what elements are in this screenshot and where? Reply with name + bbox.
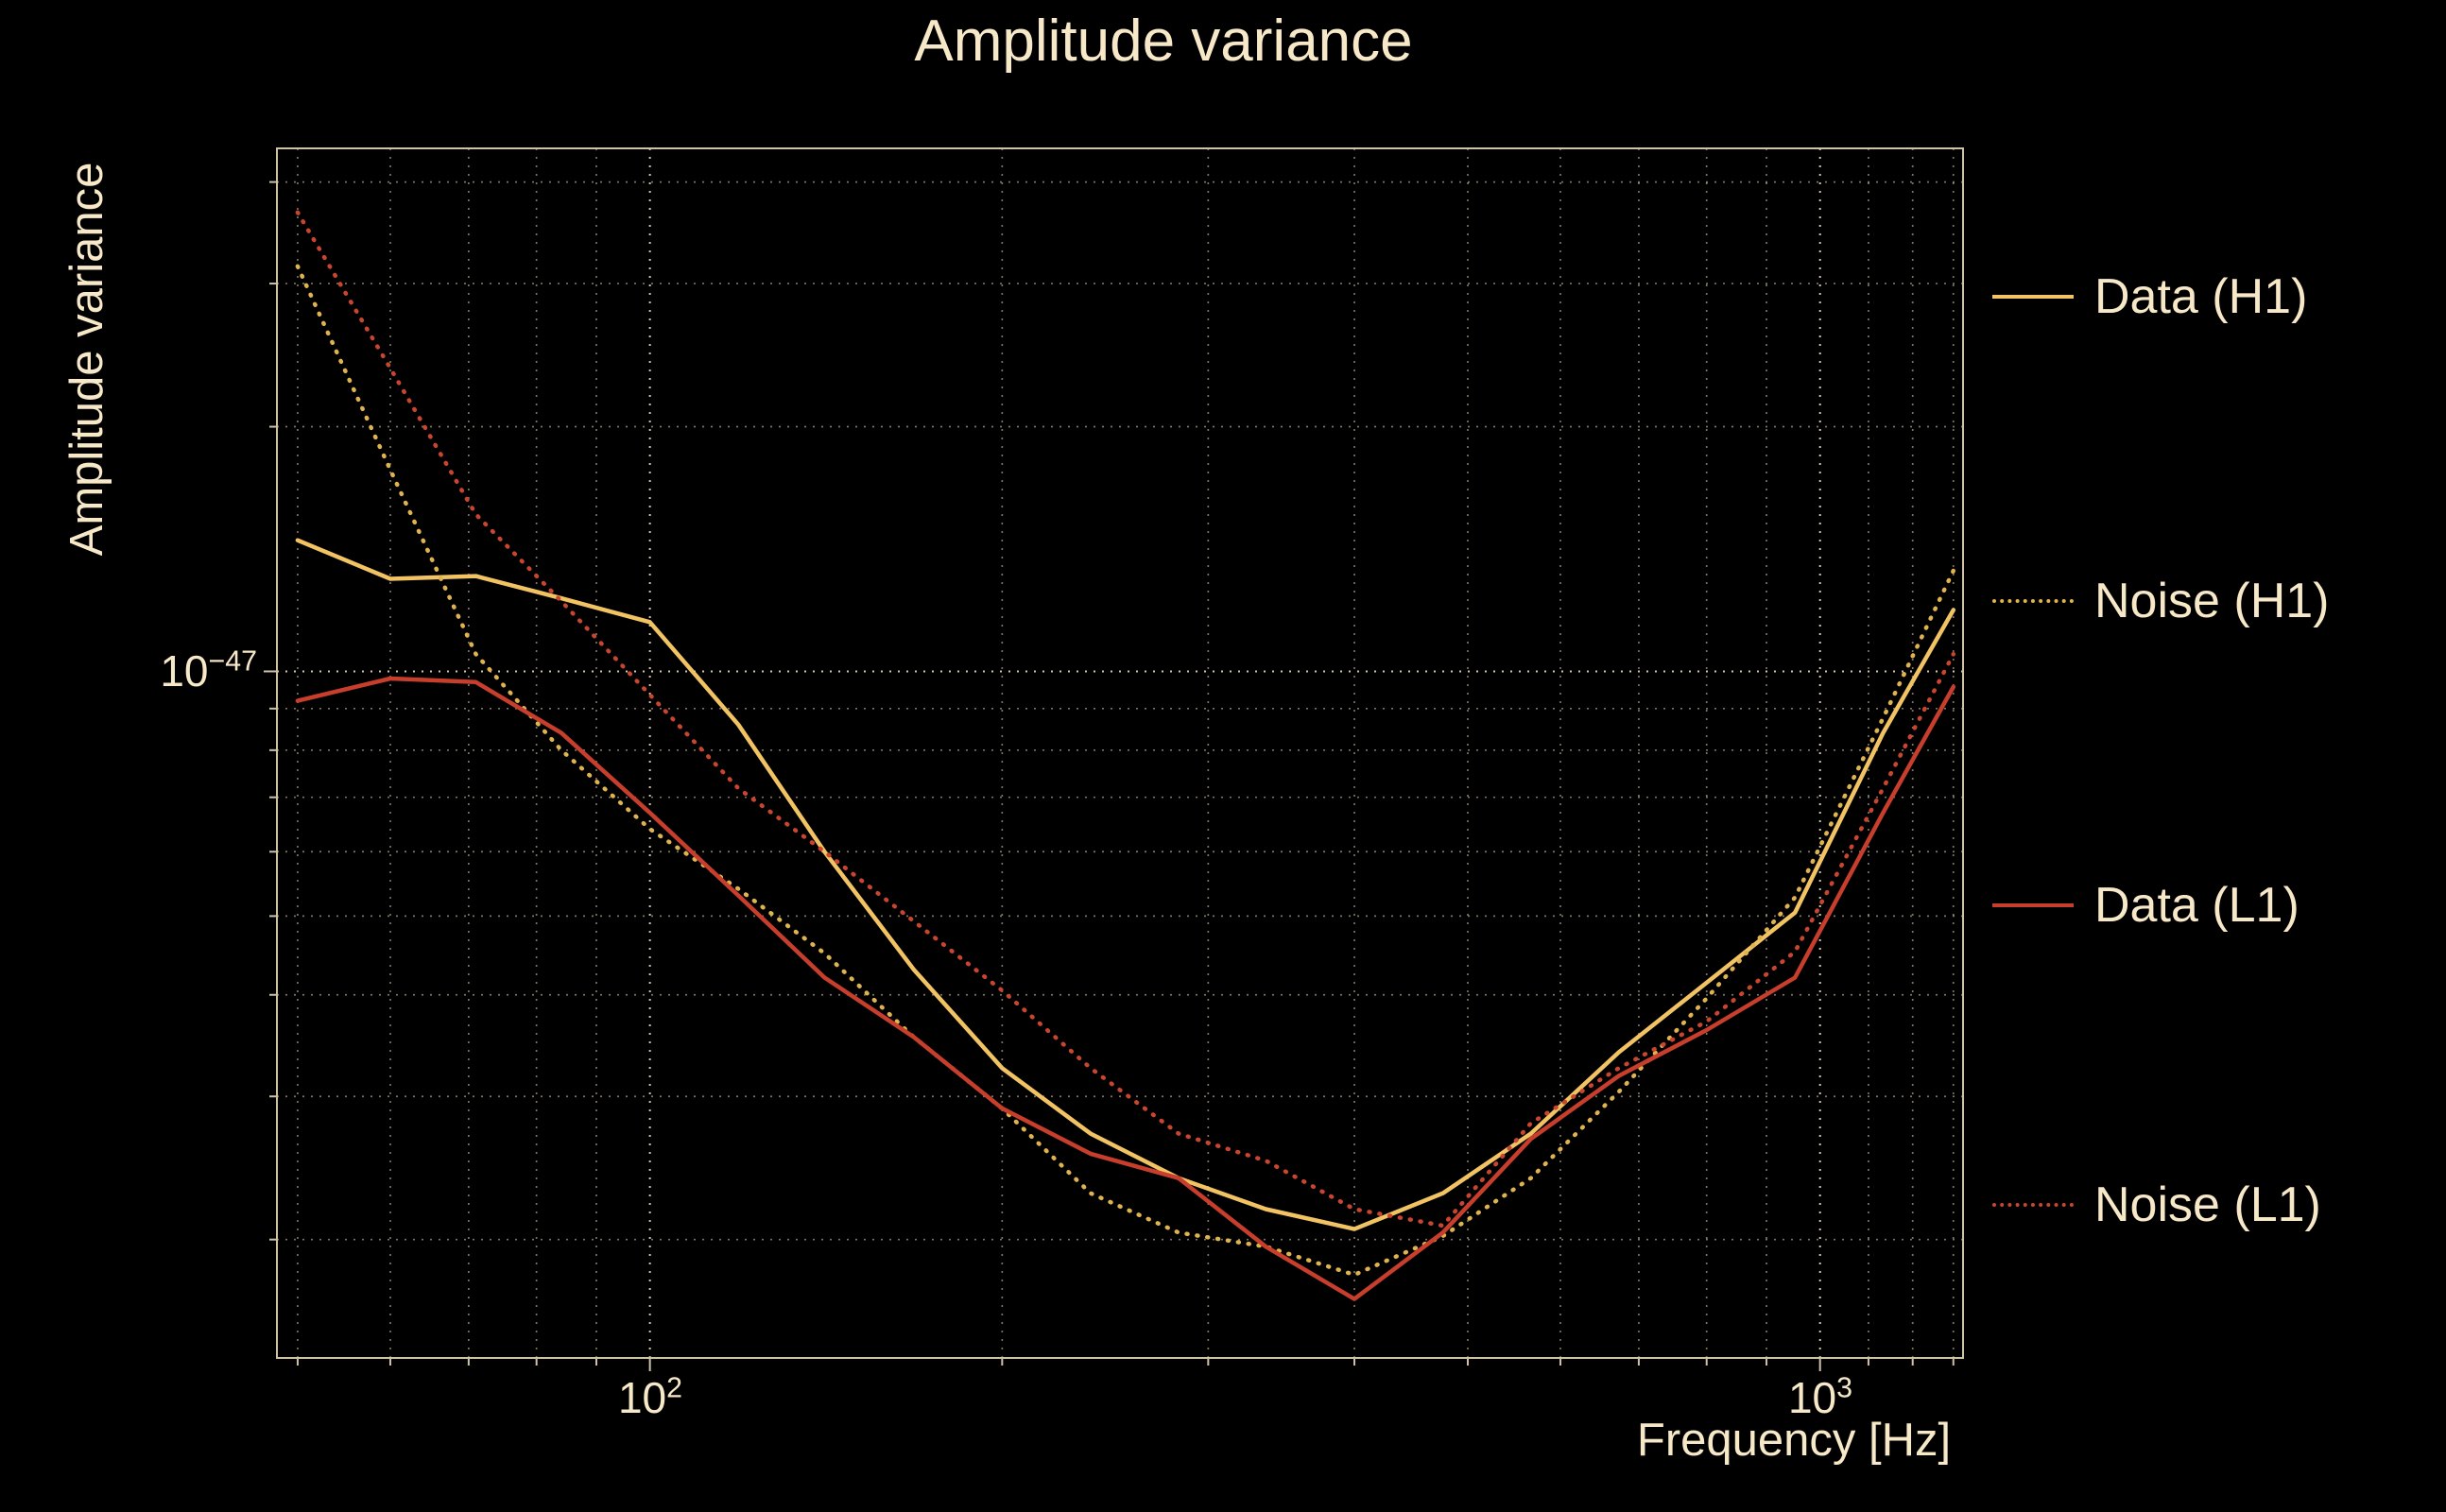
- legend-label: Data (H1): [2094, 269, 2308, 324]
- legend: Data (H1) Noise (H1) Data (L1) Noise (L1…: [1992, 0, 2437, 1512]
- legend-line-sample: [1992, 295, 2074, 299]
- legend-line-sample: [1992, 599, 2074, 603]
- tick-base: 10: [617, 1373, 667, 1422]
- y-tick-label: 10−47: [160, 645, 257, 696]
- y-axis-label: Amplitude variance: [61, 162, 112, 557]
- legend-entry-data-h1: Data (H1): [1992, 268, 2307, 325]
- legend-line-sample: [1992, 903, 2074, 907]
- tick-base: 10: [1787, 1373, 1837, 1422]
- legend-line-sample: [1992, 1203, 2074, 1207]
- legend-entry-data-l1: Data (L1): [1992, 877, 2300, 934]
- tick-exponent: 3: [1836, 1372, 1853, 1404]
- legend-label: Noise (H1): [2094, 574, 2330, 628]
- tick-exponent: −47: [208, 645, 258, 678]
- legend-label: Noise (L1): [2094, 1177, 2321, 1232]
- tick-base: 10: [160, 646, 209, 696]
- legend-entry-noise-h1: Noise (H1): [1992, 573, 2330, 629]
- chart-title: Amplitude variance: [914, 9, 1413, 74]
- x-tick-label-100: 102: [618, 1372, 682, 1423]
- x-tick-label-1000: 103: [1788, 1372, 1852, 1423]
- legend-entry-noise-l1: Noise (L1): [1992, 1177, 2321, 1233]
- x-axis-label: Frequency [Hz]: [1636, 1415, 1952, 1466]
- tick-exponent: 2: [666, 1372, 683, 1404]
- legend-label: Data (L1): [2094, 878, 2300, 933]
